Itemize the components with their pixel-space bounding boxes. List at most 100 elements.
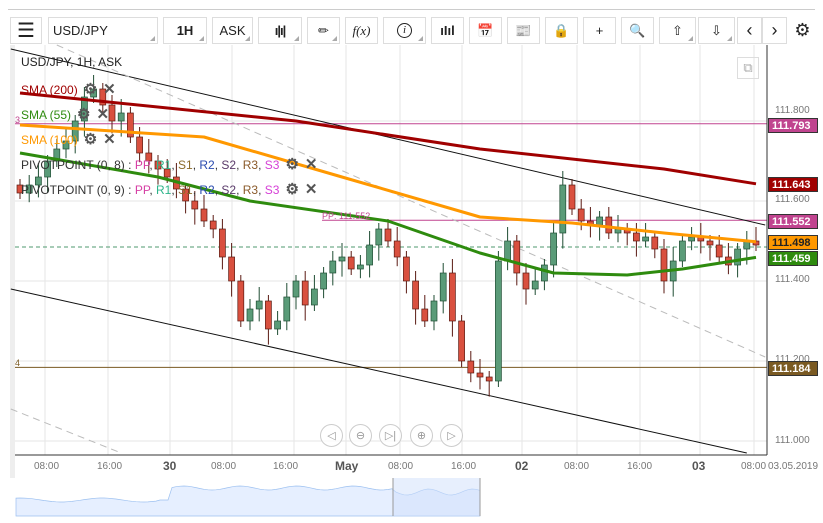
pan-left-button[interactable]: ◁ bbox=[320, 424, 343, 447]
trendline-dashed[interactable] bbox=[56, 44, 766, 358]
toolbar: ☰ USD/JPY 1H ASK ı|ı| ✏ f(x) i ıIıl 📅 📰 … bbox=[10, 17, 823, 45]
candle-down bbox=[209, 220, 217, 230]
sma55-line[interactable] bbox=[19, 151, 757, 277]
candle-down bbox=[633, 232, 640, 242]
candle-up bbox=[559, 184, 567, 234]
zoom-search-button[interactable]: 🔍 bbox=[621, 17, 654, 44]
x-tick: 08:00 bbox=[211, 461, 237, 472]
settings-button[interactable]: ⚙ bbox=[790, 17, 815, 44]
close-icon[interactable]: ✕ bbox=[304, 156, 318, 173]
price-type-select[interactable]: ASK bbox=[212, 17, 253, 44]
candle-up bbox=[283, 296, 291, 322]
sma100-line[interactable] bbox=[19, 123, 757, 244]
scroll-left-button[interactable]: ‹ bbox=[737, 17, 762, 44]
candle-down bbox=[301, 280, 309, 306]
menu-button[interactable]: ☰ bbox=[10, 17, 42, 44]
s3: S3 bbox=[264, 183, 280, 197]
close-icon[interactable]: ✕ bbox=[96, 106, 110, 123]
r3: R3 bbox=[242, 158, 259, 172]
crosshair-button[interactable]: + bbox=[583, 17, 616, 44]
price-label-sma200: 111.643 bbox=[768, 177, 818, 192]
r1: R1 bbox=[155, 183, 172, 197]
candle-up bbox=[274, 320, 281, 330]
gear-icon[interactable]: ⚙ bbox=[83, 81, 98, 98]
upload-button[interactable]: ⇧ bbox=[659, 17, 696, 44]
gear-icon: ⚙ bbox=[794, 20, 811, 40]
candle-up bbox=[439, 272, 447, 302]
y-tick: 111.600 bbox=[775, 194, 810, 205]
gear-icon[interactable]: ⚙ bbox=[77, 106, 91, 123]
s3: S3 bbox=[264, 158, 280, 172]
legend-sma55: SMA (55) ⚙ ✕ bbox=[21, 105, 109, 123]
volume-icon: ıIıl bbox=[440, 23, 455, 38]
chevron-right-icon: › bbox=[771, 20, 778, 40]
info-button[interactable]: i bbox=[383, 17, 426, 44]
trendline-upper[interactable] bbox=[10, 48, 766, 226]
candle-up bbox=[679, 240, 686, 262]
candle-up bbox=[62, 140, 70, 150]
trendline-lower[interactable] bbox=[10, 288, 747, 454]
chart-type-button[interactable]: ı|ı| bbox=[258, 17, 302, 44]
zoom-out-button[interactable]: ⊖ bbox=[349, 424, 372, 447]
timeframe-value: 1H bbox=[176, 23, 194, 38]
timeframe-select[interactable]: 1H bbox=[163, 17, 207, 44]
candle-up bbox=[292, 280, 300, 298]
function-button[interactable]: f(x) bbox=[345, 17, 378, 44]
symbol-select[interactable]: USD/JPY bbox=[48, 17, 158, 44]
pan-right-button[interactable]: ▷ bbox=[440, 424, 463, 447]
candle-up bbox=[531, 280, 539, 290]
volume-button[interactable]: ıIıl bbox=[431, 17, 464, 44]
calendar-icon: 📅 bbox=[477, 22, 494, 38]
navigator-window[interactable] bbox=[393, 478, 480, 516]
x-tick-date: 03.05.2019 bbox=[768, 461, 819, 472]
candle-up bbox=[734, 248, 741, 266]
price-label-brown: 111.184 bbox=[768, 361, 818, 376]
candle-down bbox=[403, 256, 410, 282]
gear-icon[interactable]: ⚙ bbox=[285, 181, 299, 198]
popout-icon[interactable]: ⧉ bbox=[737, 57, 759, 79]
r2: R2 bbox=[199, 183, 215, 197]
zoom-in-button[interactable]: ⊕ bbox=[410, 424, 433, 447]
candle-down bbox=[449, 272, 456, 322]
sma100-label: SMA (100) bbox=[21, 133, 78, 147]
candle-up bbox=[311, 288, 318, 306]
draw-button[interactable]: ✏ bbox=[307, 17, 340, 44]
close-icon[interactable]: ✕ bbox=[103, 131, 116, 148]
chart-title: USD/JPY, 1H, ASK bbox=[21, 55, 123, 69]
gear-icon[interactable]: ⚙ bbox=[83, 131, 98, 148]
close-icon[interactable]: ✕ bbox=[103, 81, 116, 98]
candles bbox=[16, 75, 760, 397]
calendar-button[interactable]: 📅 bbox=[469, 17, 502, 44]
candle-up bbox=[71, 120, 79, 142]
r3: R3 bbox=[242, 183, 259, 197]
candle-up bbox=[53, 148, 61, 162]
candle-up bbox=[255, 300, 263, 310]
price-label-sma100: 111.498 bbox=[768, 235, 818, 250]
trendline-dashed-2[interactable] bbox=[10, 408, 122, 454]
sma200-line[interactable] bbox=[19, 91, 757, 186]
y-tick: 111.000 bbox=[775, 435, 810, 446]
legend-pivot-8: PIVOTPOINT (0, 8) : PP, R1, S1, R2, S2, … bbox=[21, 156, 318, 173]
candle-type-icon: ı|ı| bbox=[274, 23, 286, 38]
scroll-right-button[interactable]: › bbox=[762, 17, 787, 44]
x-tick: 16:00 bbox=[97, 461, 123, 472]
lock-button[interactable]: 🔒 bbox=[545, 17, 578, 44]
legend-pivot-9: PIVOTPOINT (0, 9) : PP, R1, S1, R2, S2, … bbox=[21, 181, 318, 198]
y-tick: 111.200 bbox=[775, 354, 810, 365]
candle-down bbox=[145, 152, 153, 162]
news-button[interactable]: 📰 bbox=[507, 17, 540, 44]
x-tick: 16:00 bbox=[273, 461, 299, 472]
candle-down bbox=[127, 112, 134, 138]
download-button[interactable]: ⇩ bbox=[698, 17, 735, 44]
reset-button[interactable]: ▷| bbox=[379, 424, 402, 447]
candle-down bbox=[163, 168, 171, 178]
s2: S2 bbox=[221, 158, 237, 172]
x-tick: 08:00 bbox=[564, 461, 590, 472]
gear-icon[interactable]: ⚙ bbox=[285, 156, 299, 173]
candle-down bbox=[108, 104, 116, 122]
x-tick: 16:00 bbox=[627, 461, 653, 472]
candle-down bbox=[412, 280, 419, 310]
candle-up bbox=[44, 160, 51, 178]
close-icon[interactable]: ✕ bbox=[304, 181, 318, 198]
